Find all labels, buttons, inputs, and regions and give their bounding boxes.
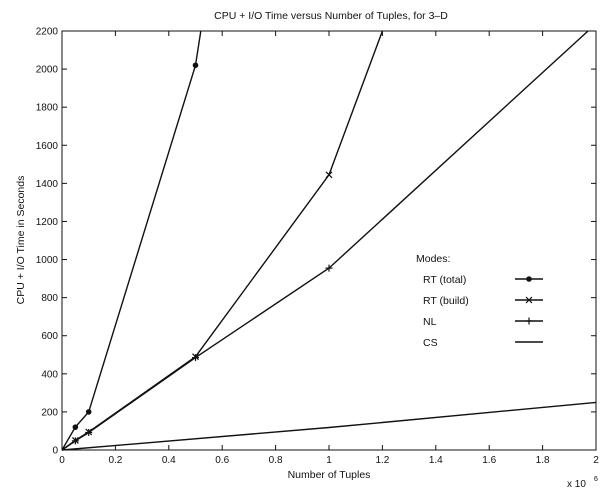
legend: Modes: RT (total) RT (build) NL CS	[416, 253, 543, 349]
legend-marker-rt-total	[526, 276, 532, 282]
legend-title: Modes:	[416, 253, 450, 265]
x-tick-label: 2	[593, 455, 599, 466]
x-multiplier: x 10 6	[567, 476, 598, 490]
y-tick-label: 1400	[36, 179, 59, 190]
x-tick-label: 1.4	[429, 455, 443, 466]
y-tick-label: 400	[41, 369, 58, 380]
y-tick-label: 2200	[36, 27, 59, 38]
x-multiplier-base: x 10	[567, 479, 586, 490]
y-tick-label: 1000	[36, 255, 59, 266]
x-tick-label: 0.2	[108, 455, 122, 466]
data-point-rt-build	[325, 171, 333, 179]
series-line-cs	[61, 401, 597, 451]
chart-title: CPU + I/O Time versus Number of Tuples, …	[214, 10, 448, 22]
x-tick-label: 1.8	[536, 455, 550, 466]
x-tick-label: 0	[59, 455, 65, 466]
data-point-rt-total	[192, 62, 199, 69]
x-tick-label: 1.6	[482, 455, 496, 466]
x-tick-label: 1.2	[375, 455, 389, 466]
x-tick-label: 0.8	[269, 455, 283, 466]
y-tick-label: 600	[41, 331, 58, 342]
data-point-nl	[325, 264, 333, 272]
y-tick-label: 800	[41, 293, 58, 304]
y-tick-label: 1600	[36, 141, 59, 152]
y-tick-label: 1200	[36, 217, 59, 228]
legend-marker-nl	[525, 317, 533, 325]
x-tick-label: 0.4	[162, 455, 176, 466]
axis-ticks: 0 0.2 0.4 0.6 0.8 1 1.2 1.4 1.6 1.8 2 0 200 400 600 800…	[36, 27, 599, 467]
data-point-nl	[192, 354, 199, 362]
x-tick-label: 1	[326, 455, 332, 466]
x-axis-label: Number of Tuples	[288, 469, 371, 481]
data-point-nl	[71, 437, 79, 445]
legend-label-rt-build: RT (build)	[423, 295, 469, 307]
series-line-rt-total	[61, 30, 202, 451]
legend-marker-rt-build	[525, 296, 533, 304]
x-tick-label: 0.6	[215, 455, 229, 466]
data-point-rt-total	[72, 424, 79, 430]
data-point-rt-total	[85, 409, 92, 415]
series-line-nl	[61, 30, 589, 451]
y-axis-label: CPU + I/O Time in Seconds	[15, 176, 27, 305]
y-tick-label: 200	[41, 407, 58, 418]
y-tick-label: 1800	[36, 103, 59, 114]
series-line-rt-build	[61, 30, 384, 451]
y-tick-label: 0	[52, 446, 58, 457]
legend-label-nl: NL	[423, 316, 437, 328]
legend-label-cs: CS	[423, 337, 438, 349]
legend-label-rt-total: RT (total)	[423, 274, 466, 286]
series-layer	[61, 30, 597, 451]
y-tick-label: 2000	[36, 65, 59, 76]
data-point-nl	[85, 428, 93, 436]
x-multiplier-exponent: 6	[594, 476, 598, 483]
